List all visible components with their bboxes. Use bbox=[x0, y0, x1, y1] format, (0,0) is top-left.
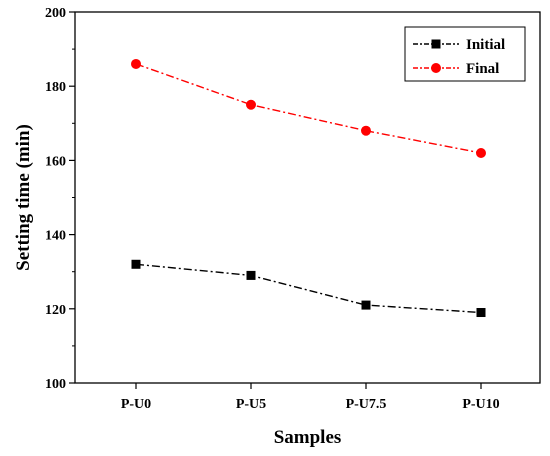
series-layer bbox=[131, 58, 486, 318]
x-axis-title: Samples bbox=[274, 427, 342, 448]
y-tick-label: 140 bbox=[45, 229, 66, 244]
y-tick-label: 160 bbox=[45, 154, 66, 169]
x-axis: P-U0 P-U5 P-U7.5 P-U10 bbox=[121, 383, 500, 412]
data-point-initial bbox=[131, 259, 141, 269]
series-line-final bbox=[135, 63, 482, 154]
data-point-initial bbox=[361, 300, 371, 310]
data-point-initial bbox=[476, 308, 486, 318]
legend-entry-final: Final bbox=[413, 61, 499, 77]
legend-label-initial: Initial bbox=[466, 37, 505, 53]
x-tick-label: P-U5 bbox=[236, 397, 266, 412]
y-tick-label: 200 bbox=[45, 6, 66, 21]
legend-marker-final bbox=[431, 63, 441, 73]
data-point-final bbox=[246, 99, 256, 110]
legend-box bbox=[404, 26, 526, 82]
data-point-final bbox=[476, 147, 486, 158]
x-tick-label: P-U0 bbox=[121, 397, 151, 412]
x-tick-label: P-U7.5 bbox=[346, 397, 387, 412]
legend: Initial Final bbox=[404, 26, 526, 82]
y-tick-label: 180 bbox=[45, 80, 66, 95]
y-tick-label: 120 bbox=[45, 303, 66, 318]
legend-label-final: Final bbox=[466, 61, 499, 77]
series-initial bbox=[131, 259, 486, 318]
y-axis-title: Setting time (min) bbox=[13, 124, 34, 271]
data-point-initial bbox=[246, 270, 256, 280]
y-tick-label: 100 bbox=[45, 377, 66, 392]
legend-marker-initial bbox=[431, 39, 441, 49]
data-point-final bbox=[361, 125, 371, 136]
legend-entry-initial: Initial bbox=[413, 37, 505, 53]
x-tick-label: P-U10 bbox=[462, 397, 499, 412]
y-axis: 100 120 140 160 180 200 bbox=[45, 6, 75, 392]
series-line-initial bbox=[135, 263, 482, 314]
series-final bbox=[131, 58, 486, 158]
data-point-final bbox=[131, 58, 141, 69]
